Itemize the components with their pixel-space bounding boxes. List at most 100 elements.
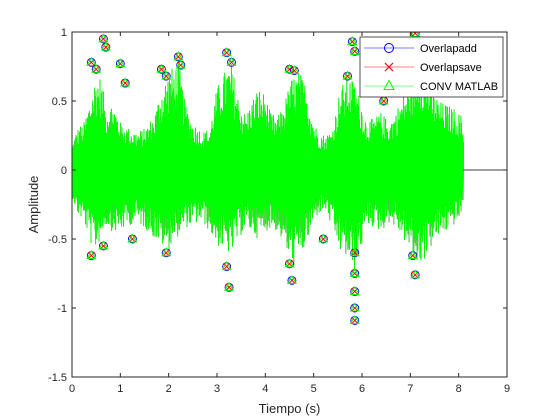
x-tick-label: 9 [504, 383, 510, 395]
y-axis-label: Amplitude [26, 176, 41, 234]
legend-item-overlapadd: Overlapadd [364, 43, 477, 55]
peak-triangle-marker [289, 65, 300, 75]
x-tick-label: 5 [311, 383, 317, 395]
peak-triangle-marker [120, 77, 131, 87]
peak-x-marker [99, 242, 107, 250]
peak-x-marker [285, 260, 294, 268]
x-tick-label: 3 [214, 383, 220, 395]
peak-x-marker [87, 58, 95, 66]
peak-x-marker [351, 316, 359, 324]
x-tick-label: 7 [407, 383, 413, 395]
circle-marker-icon [384, 43, 394, 53]
peak-x-marker [102, 43, 110, 51]
peak-triangle-marker [226, 56, 237, 66]
peak-triangle-marker [410, 269, 421, 279]
legend-label-overlapadd: Overlapadd [420, 43, 477, 55]
peak-triangle-marker [407, 250, 418, 260]
peak-triangle-marker [91, 63, 102, 73]
peak-x-marker [157, 65, 165, 73]
peak-x-marker [225, 283, 233, 291]
peak-triangle-marker [115, 58, 126, 68]
legend-label-overlapsave: Overlapsave [420, 62, 482, 74]
peak-triangle-marker [100, 41, 111, 51]
legend: Overlapadd Overlapsave CONV MATLAB [359, 36, 504, 98]
peak-x-marker [409, 252, 417, 260]
y-tick-label: 0 [61, 165, 67, 177]
peak-triangle-marker [98, 33, 109, 43]
peak-x-marker [290, 67, 298, 75]
peak-triangle-marker [86, 250, 97, 260]
x-axis-ticks: 0 1 2 3 4 5 6 7 8 9 [69, 32, 510, 395]
peak-triangle-marker [349, 45, 360, 55]
peak-triangle-marker [86, 56, 97, 66]
peak-triangle-marker [224, 281, 235, 291]
peak-triangle-marker [286, 274, 297, 284]
peak-x-marker [174, 53, 182, 61]
peak-x-marker [121, 79, 129, 87]
x-axis-label: Tiempo (s) [259, 401, 321, 416]
peak-triangle-marker [161, 70, 172, 80]
peak-triangle-marker [349, 267, 360, 277]
x-tick-label: 1 [117, 383, 123, 395]
peak-x-marker [227, 58, 236, 66]
peak-triangle-marker [175, 59, 186, 69]
peak-x-marker [351, 249, 359, 257]
peak-triangle-marker [349, 285, 360, 295]
x-tick-label: 8 [456, 383, 462, 395]
x-tick-label: 6 [359, 383, 365, 395]
peak-x-marker [343, 72, 352, 80]
peak-x-marker [411, 271, 419, 279]
triangle-marker-icon [383, 79, 395, 90]
peak-triangle-marker [98, 240, 109, 250]
legend-item-conv-matlab: CONV MATLAB [364, 79, 498, 93]
x-tick-label: 4 [262, 383, 268, 395]
peak-triangle-marker [342, 70, 353, 80]
peak-triangle-marker [173, 51, 184, 61]
axes-box [71, 31, 508, 378]
peak-x-marker [162, 249, 170, 257]
peak-triangle-marker [347, 36, 358, 46]
y-tick-label: -1.5 [48, 372, 67, 384]
peak-triangle-marker [410, 32, 421, 37]
peak-x-marker [99, 35, 107, 43]
peak-triangle-marker [349, 314, 360, 324]
peak-triangle-marker [284, 258, 295, 268]
peak-x-marker [223, 49, 231, 57]
peak-x-marker [128, 235, 136, 243]
peak-triangle-marker [127, 233, 138, 243]
legend-label-conv-matlab: CONV MATLAB [420, 81, 498, 93]
peak-triangle-marker [318, 233, 329, 243]
peak-triangle-marker [349, 247, 360, 257]
peak-triangle-marker [378, 95, 389, 105]
peak-triangle-marker [156, 63, 167, 73]
peak-triangle-marker [221, 261, 232, 271]
peak-x-marker [351, 269, 359, 278]
peak-x-marker [380, 97, 388, 105]
y-tick-label: -0.5 [48, 234, 67, 246]
peak-markers [86, 32, 423, 325]
peak-x-marker [351, 304, 359, 312]
peak-x-marker [351, 287, 359, 295]
peak-x-marker [223, 263, 231, 271]
y-axis-ticks: -1.5 -1 -0.5 0 0.5 1 [48, 27, 507, 384]
peak-x-marker [162, 72, 170, 80]
x-marker-icon [384, 62, 394, 72]
peak-triangle-marker [349, 302, 360, 312]
signal-layer [72, 63, 507, 271]
peak-x-marker [411, 32, 419, 37]
peak-triangle-marker [161, 247, 172, 257]
peak-x-marker [177, 61, 185, 69]
series-conv-matlab [72, 63, 464, 271]
peak-x-marker [351, 47, 359, 55]
legend-item-overlapsave: Overlapsave [364, 62, 482, 74]
y-tick-label: -1 [57, 303, 67, 315]
y-tick-label: 0.5 [52, 96, 67, 108]
x-tick-label: 2 [166, 383, 172, 395]
peak-x-marker [87, 252, 95, 260]
peak-x-marker [319, 235, 327, 243]
peak-x-marker [92, 65, 100, 73]
y-tick-label: 1 [61, 27, 67, 39]
peak-triangle-marker [221, 47, 232, 57]
x-tick-label: 0 [69, 383, 75, 395]
